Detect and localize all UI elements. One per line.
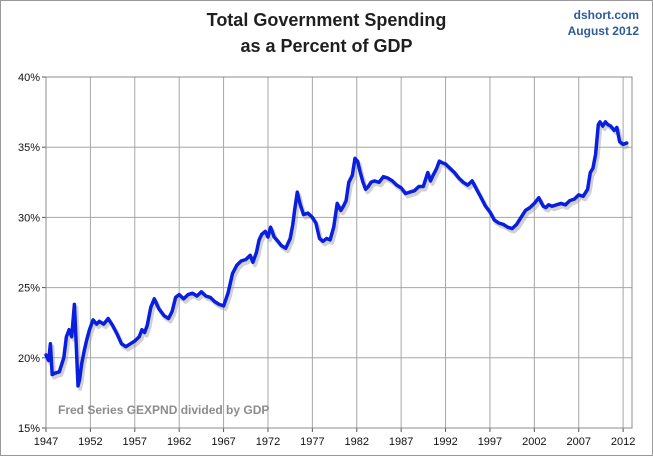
x-tick-label: 2012 xyxy=(611,436,635,448)
y-tick-label: 25% xyxy=(18,283,40,295)
series-layer xyxy=(44,120,630,391)
source-site-label: dshort.com xyxy=(573,8,639,22)
tick-label-layer: 15% 20% 25% 30% 35% 40% 1947 1952 1957 1962 1967 19… xyxy=(18,72,635,448)
x-tick-label: 1982 xyxy=(345,436,369,448)
x-tick-label: 2002 xyxy=(522,436,546,448)
x-tick-label: 1967 xyxy=(211,436,235,448)
x-tick-label: 1987 xyxy=(389,436,413,448)
x-tick-label: 1997 xyxy=(478,436,502,448)
chart-title-line1: Total Government Spending xyxy=(206,10,447,30)
y-tick-label: 15% xyxy=(18,423,40,435)
chart-title-line2: as a Percent of GDP xyxy=(240,36,413,56)
series-line-shadow xyxy=(46,122,630,391)
y-tick-label: 40% xyxy=(18,72,40,84)
x-tick-label: 1972 xyxy=(256,436,280,448)
plot-area-border xyxy=(45,76,633,429)
x-tick-label: 1962 xyxy=(167,436,191,448)
y-tick-label: 30% xyxy=(18,212,40,224)
x-tick-label: 1952 xyxy=(78,436,102,448)
series-line xyxy=(44,120,629,388)
chart-annotation: Fred Series GEXPND divided by GDP xyxy=(58,403,269,417)
x-tick-label: 1947 xyxy=(34,436,58,448)
x-tick-label: 1977 xyxy=(300,436,324,448)
x-tick-label: 1992 xyxy=(433,436,457,448)
source-date-label: August 2012 xyxy=(567,24,639,38)
x-tick-label: 2007 xyxy=(566,436,590,448)
y-tick-label: 35% xyxy=(18,142,40,154)
y-tick-label: 20% xyxy=(18,353,40,365)
grid-layer xyxy=(42,76,632,432)
x-tick-label: 1957 xyxy=(123,436,147,448)
